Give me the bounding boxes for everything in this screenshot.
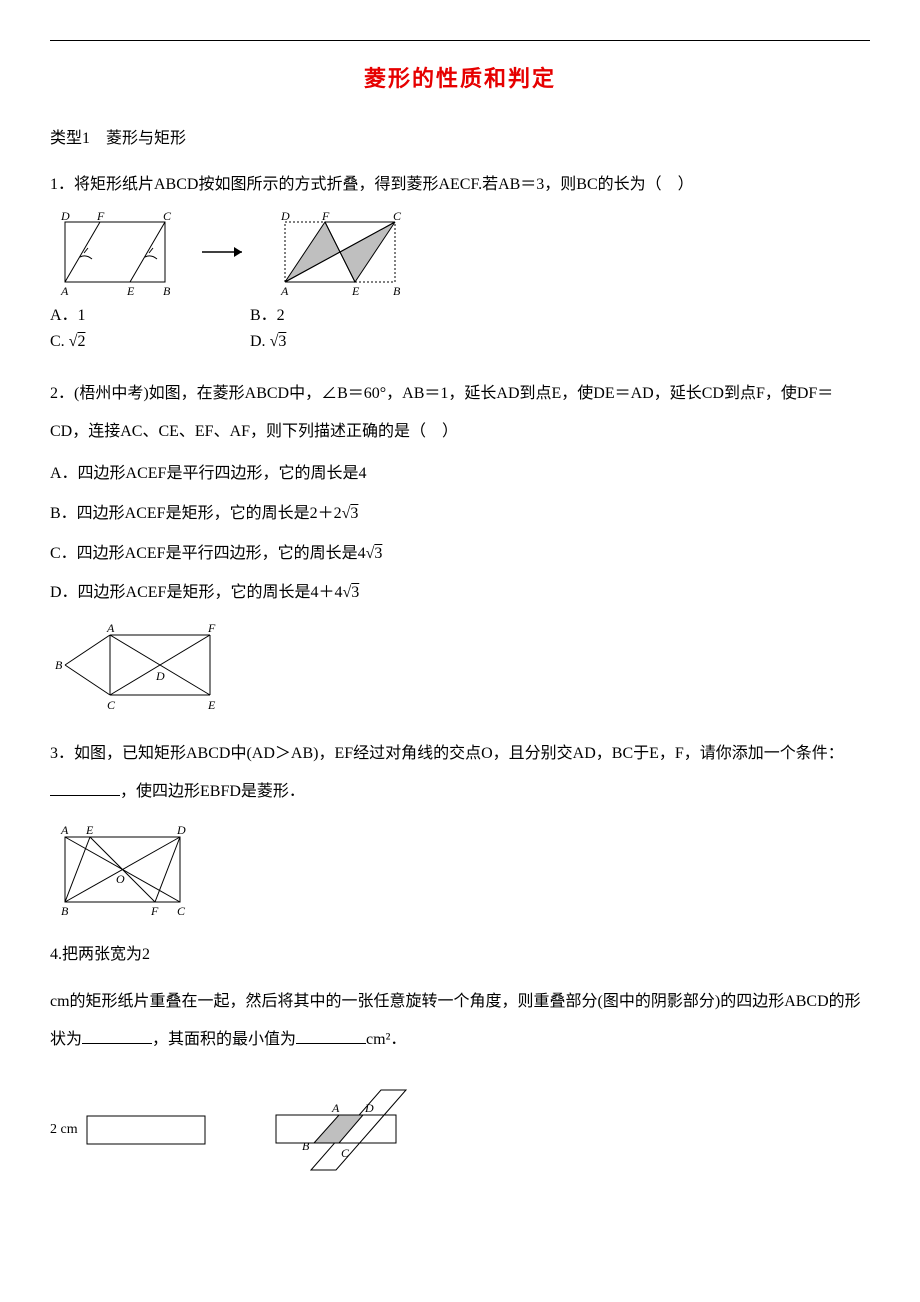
p4-line1: 4.把两张宽为2 [50,942,870,968]
p4-rect-2cm: 2 cm [50,1115,206,1145]
page-title: 菱形的性质和判定 [50,61,870,96]
svg-text:C: C [177,904,186,918]
p2-option-b: B．四边形ACEF是矩形，它的周长是2＋2√3 [50,501,870,527]
svg-text:B: B [393,284,401,297]
problem-1-stem: 1．将矩形纸片ABCD按如图所示的方式折叠，得到菱形AECF.若AB＝3，则BC… [50,172,870,198]
problem-3-stem: 3．如图，已知矩形ABCD中(AD＞AB)，EF经过对角线的交点O，且分别交AD… [50,735,870,812]
svg-text:B: B [61,904,69,918]
svg-text:O: O [116,872,125,886]
svg-text:A: A [280,284,289,297]
svg-text:E: E [126,284,135,297]
svg-text:D: D [60,209,70,223]
svg-text:F: F [321,209,330,223]
svg-text:C: C [341,1146,350,1160]
svg-text:B: B [55,658,63,672]
p4-figures: 2 cm A D B C [50,1080,870,1180]
svg-text:E: E [85,823,94,837]
svg-text:E: E [207,698,216,712]
problem-1-options-row1: A．1 B．2 [50,303,870,329]
svg-text:D: D [364,1101,374,1115]
svg-text:C: C [107,698,116,712]
svg-text:B: B [163,284,171,297]
blank-area [296,1027,366,1044]
problem-2: 2．(梧州中考)如图，在菱形ABCD中，∠B＝60°，AB＝1，延长AD到点E，… [50,375,870,715]
svg-text:D: D [155,669,165,683]
svg-text:D: D [280,209,290,223]
p3-figure: A E D B F C O [50,822,200,922]
svg-text:A: A [60,823,69,837]
p1-option-b: B．2 [250,303,450,329]
p4-line2: cm的矩形纸片重叠在一起，然后将其中的一张任意旋转一个角度，则重叠部分(图中的阴… [50,983,870,1060]
blank-shape [82,1027,152,1044]
rect-2cm-icon [86,1115,206,1145]
problem-1-options-row2: C. √2 D. √3 [50,329,870,355]
problem-1-figures: D F C A E B D F C A E B [50,207,870,297]
svg-text:C: C [163,209,172,223]
svg-text:F: F [207,621,216,635]
section-label-1: 类型1 菱形与矩形 [50,126,870,152]
problem-2-stem: 2．(梧州中考)如图，在菱形ABCD中，∠B＝60°，AB＝1，延长AD到点E，… [50,375,870,452]
p1-option-c: C. √2 [50,329,250,355]
problem-4: 4.把两张宽为2 cm的矩形纸片重叠在一起，然后将其中的一张任意旋转一个角度，则… [50,942,870,1180]
arrow-icon [200,242,250,262]
svg-text:A: A [331,1101,340,1115]
svg-text:E: E [351,284,360,297]
p2-option-d: D．四边形ACEF是矩形，它的周长是4＋4√3 [50,580,870,606]
problem-1: 1．将矩形纸片ABCD按如图所示的方式折叠，得到菱形AECF.若AB＝3，则BC… [50,172,870,355]
p1-figure-left: D F C A E B [50,207,180,297]
svg-text:A: A [60,284,69,297]
svg-text:C: C [393,209,402,223]
p1-option-d: D. √3 [250,329,450,355]
top-rule [50,40,870,41]
p1-option-a: A．1 [50,303,250,329]
svg-text:B: B [302,1139,310,1153]
svg-text:A: A [106,621,115,635]
p2-figure: A F B D C E [50,620,250,715]
svg-text:F: F [96,209,105,223]
svg-text:D: D [176,823,186,837]
svg-text:F: F [150,904,159,918]
p1-figure-right: D F C A E B [270,207,410,297]
problem-3: 3．如图，已知矩形ABCD中(AD＞AB)，EF经过对角线的交点O，且分别交AD… [50,735,870,922]
p4-overlap-figure: A D B C [266,1080,416,1180]
p2-option-a: A．四边形ACEF是平行四边形，它的周长是4 [50,461,870,487]
blank-input [50,779,120,796]
label-2cm: 2 cm [50,1119,78,1141]
p2-option-c: C．四边形ACEF是平行四边形，它的周长是4√3 [50,541,870,567]
